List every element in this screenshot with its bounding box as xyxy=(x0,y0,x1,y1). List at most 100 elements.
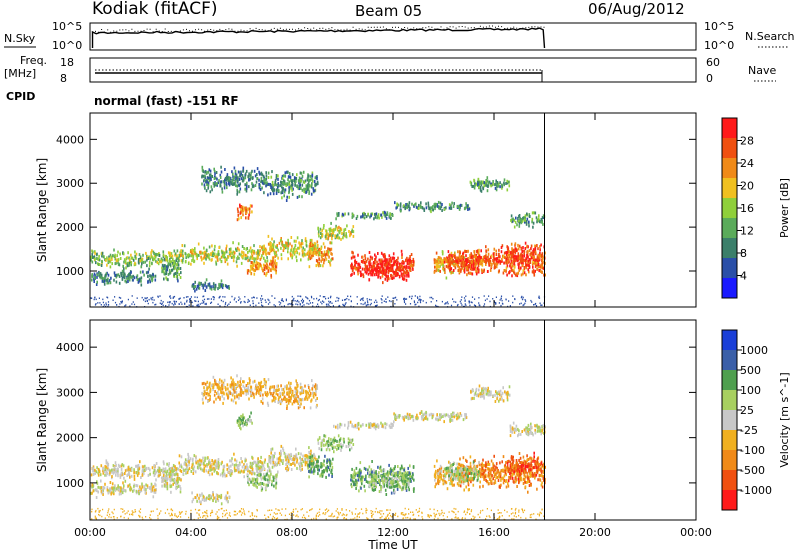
heatmap-cell xyxy=(295,239,297,243)
heatmap-cell xyxy=(350,446,353,450)
heatmap-cell xyxy=(282,249,285,252)
heatmap-cell xyxy=(123,276,126,279)
heatmap-cell xyxy=(487,248,490,252)
heatmap-cell xyxy=(460,299,462,301)
heatmap-cell xyxy=(311,183,313,187)
colorbar-tick-label: 20 xyxy=(740,180,754,193)
heatmap-cell xyxy=(296,251,298,255)
heatmap-cell xyxy=(296,184,298,188)
heatmap-cell xyxy=(241,173,244,177)
heatmap-cell xyxy=(495,302,497,305)
heatmap-cell xyxy=(518,268,520,272)
cpid-label: CPID xyxy=(6,90,35,103)
heatmap-cell xyxy=(351,479,354,483)
heatmap-cell xyxy=(215,465,217,468)
heatmap-cell xyxy=(503,269,506,272)
heatmap-cell xyxy=(174,465,176,469)
heatmap-cell xyxy=(506,247,509,251)
heatmap-cell xyxy=(512,217,514,221)
heatmap-cell xyxy=(239,182,241,186)
heatmap-cell xyxy=(186,471,189,475)
heatmap-cell xyxy=(171,469,173,473)
heatmap-cell xyxy=(331,252,333,256)
heatmap-cell xyxy=(213,462,216,466)
heatmap-cell xyxy=(533,304,535,306)
colorbar-tick-label: 12 xyxy=(740,225,754,238)
heatmap-cell xyxy=(308,244,311,248)
heatmap-cell xyxy=(499,260,502,264)
heatmap-cell xyxy=(302,246,304,250)
heatmap-cell xyxy=(294,183,296,187)
heatmap-cell xyxy=(281,299,283,302)
heatmap-cell xyxy=(525,263,528,267)
heatmap-cell xyxy=(305,455,308,459)
heatmap-cell xyxy=(280,444,283,448)
heatmap-cell xyxy=(100,273,103,277)
heatmap-cell xyxy=(510,242,513,246)
heatmap-cell xyxy=(94,251,96,255)
heatmap-cell xyxy=(230,247,232,251)
heatmap-cell xyxy=(193,259,196,263)
heatmap-cell xyxy=(337,434,340,438)
heatmap-cell xyxy=(154,274,157,278)
heatmap-cell xyxy=(364,254,366,258)
heatmap-cell xyxy=(475,262,478,266)
heatmap-cell xyxy=(295,179,297,183)
heatmap-cell xyxy=(452,205,455,208)
heatmap-cell xyxy=(264,264,267,268)
heatmap-cell xyxy=(520,256,523,260)
heatmap-cell xyxy=(183,462,186,466)
heatmap-cell xyxy=(168,268,171,272)
heatmap-cell xyxy=(328,437,330,441)
heatmap-cell xyxy=(151,298,153,301)
heatmap-cell xyxy=(155,478,157,482)
heatmap-cell xyxy=(108,255,110,259)
heatmap-cell xyxy=(365,215,368,219)
heatmap-cell xyxy=(167,262,170,266)
heatmap-cell xyxy=(181,260,184,264)
heatmap-cell xyxy=(486,189,489,193)
heatmap-cell xyxy=(219,305,221,307)
heatmap-cell xyxy=(152,301,154,304)
heatmap-cell xyxy=(498,302,500,304)
heatmap-cell xyxy=(118,281,121,285)
heatmap-cell xyxy=(343,304,345,307)
heatmap-cell xyxy=(376,268,378,272)
heatmap-cell xyxy=(241,460,243,464)
heatmap-cell xyxy=(260,264,263,268)
heatmap-cell xyxy=(373,301,376,304)
heatmap-cell xyxy=(487,259,490,262)
heatmap-cell xyxy=(380,469,383,473)
heatmap-cell xyxy=(166,256,168,260)
heatmap-cell xyxy=(280,459,283,463)
heatmap-cell xyxy=(247,269,250,273)
heatmap-cell xyxy=(244,253,247,257)
heatmap-cell xyxy=(514,254,516,258)
heatmap-cell xyxy=(386,278,389,282)
heatmap-cell xyxy=(193,285,196,288)
heatmap-cell xyxy=(400,464,403,468)
heatmap-cell xyxy=(447,262,449,266)
heatmap-cell xyxy=(371,271,373,275)
heatmap-cell xyxy=(186,464,188,468)
heatmap-cell xyxy=(478,259,480,263)
heatmap-cell xyxy=(336,236,339,240)
heatmap-cell xyxy=(327,260,330,263)
heatmap-cell xyxy=(349,448,351,452)
heatmap-cell xyxy=(119,303,121,305)
heatmap-cell xyxy=(123,260,125,264)
heatmap-cell xyxy=(487,252,490,256)
heatmap-cell xyxy=(330,442,333,445)
heatmap-cell xyxy=(341,232,343,235)
heatmap-cell xyxy=(520,218,523,221)
heatmap-cell xyxy=(443,260,446,264)
heatmap-cell xyxy=(490,182,493,186)
heatmap-cell xyxy=(456,264,459,268)
heatmap-cell xyxy=(140,258,143,262)
heatmap-cell xyxy=(129,305,131,307)
heatmap-cell xyxy=(201,182,203,186)
heatmap-cell xyxy=(534,269,536,273)
heatmap-cell xyxy=(404,470,407,474)
heatmap-cell xyxy=(293,176,296,180)
heatmap-cell xyxy=(107,301,110,303)
